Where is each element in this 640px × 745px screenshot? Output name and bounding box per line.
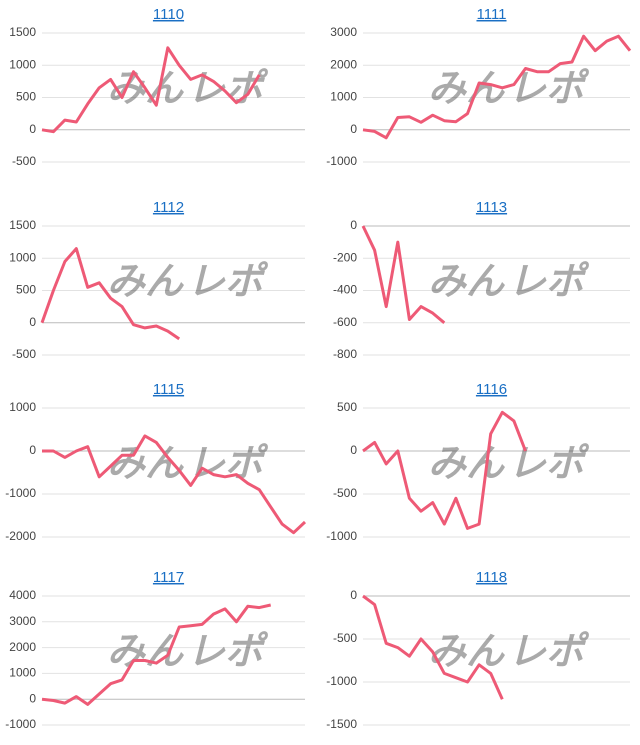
y-tick-label: 1500 [9, 218, 36, 232]
y-tick-label: 0 [29, 122, 36, 136]
data-line [362, 34, 632, 140]
y-tick-label: -500 [333, 486, 357, 500]
data-line [41, 46, 261, 134]
watermark: みん [428, 261, 505, 303]
data-line [41, 603, 272, 706]
y-tick-label: 500 [16, 283, 36, 297]
y-tick-label: -200 [333, 250, 357, 264]
y-tick-label: 1000 [9, 57, 36, 71]
data-line [361, 225, 446, 324]
watermark: レポ [508, 443, 590, 485]
y-tick-label: 1000 [9, 250, 36, 264]
y-tick-label: 500 [337, 400, 357, 414]
data-line [40, 247, 181, 341]
data-line [42, 434, 307, 535]
y-tick-label: 0 [29, 691, 36, 705]
y-tick-label: -1500 [326, 717, 357, 731]
y-tick-label: 3000 [330, 25, 357, 39]
chart-title[interactable]: 1111 [476, 6, 506, 23]
watermark: みん [107, 443, 184, 485]
y-tick-label: 2000 [9, 640, 36, 654]
chart-title[interactable]: 1117 [153, 569, 184, 586]
y-tick-label: -500 [333, 631, 357, 645]
watermark: みん [428, 443, 505, 485]
y-tick-label: 1000 [330, 90, 357, 104]
y-tick-label: -400 [333, 283, 357, 297]
chart-title[interactable]: 1118 [476, 569, 507, 586]
y-tick-label: -1000 [5, 486, 36, 500]
chart-title[interactable]: 1116 [476, 381, 507, 398]
y-tick-label: -1000 [326, 154, 357, 168]
y-tick-label: 0 [29, 443, 36, 457]
chart-title[interactable]: 1110 [153, 6, 184, 23]
y-tick-label: 0 [29, 315, 36, 329]
watermark: みん [428, 68, 505, 110]
watermark: レポ [187, 68, 269, 110]
y-tick-label: 0 [350, 218, 357, 232]
y-tick-label: 3000 [9, 614, 36, 628]
y-tick-label: -1000 [326, 529, 357, 543]
chart-title[interactable]: 1115 [153, 381, 184, 398]
y-tick-label: -1000 [5, 717, 36, 731]
watermark: レポ [508, 631, 590, 673]
data-line [362, 594, 504, 700]
watermark: みん [107, 631, 184, 673]
y-tick-label: 1000 [9, 666, 36, 680]
chart-title[interactable]: 1112 [153, 199, 184, 216]
y-tick-label: 2000 [330, 57, 357, 71]
y-tick-label: -1000 [326, 674, 357, 688]
y-tick-label: 1500 [9, 25, 36, 39]
y-tick-label: 1000 [9, 400, 36, 414]
chart-title[interactable]: 1113 [476, 199, 507, 216]
watermark: レポ [187, 261, 269, 303]
watermark: みん [107, 261, 184, 303]
watermark: レポ [508, 261, 590, 303]
y-tick-label: -800 [333, 347, 357, 361]
y-tick-label: 4000 [9, 588, 36, 602]
data-line [362, 410, 527, 530]
y-tick-label: -500 [12, 347, 36, 361]
y-tick-label: 0 [350, 443, 357, 457]
watermark: レポ [187, 631, 269, 673]
y-tick-label: 0 [350, 588, 357, 602]
y-tick-label: 500 [16, 90, 36, 104]
watermark: レポ [187, 443, 269, 485]
y-tick-label: 0 [350, 122, 357, 136]
y-tick-label: -2000 [5, 529, 36, 543]
y-tick-label: -500 [12, 154, 36, 168]
y-tick-label: -600 [333, 315, 357, 329]
